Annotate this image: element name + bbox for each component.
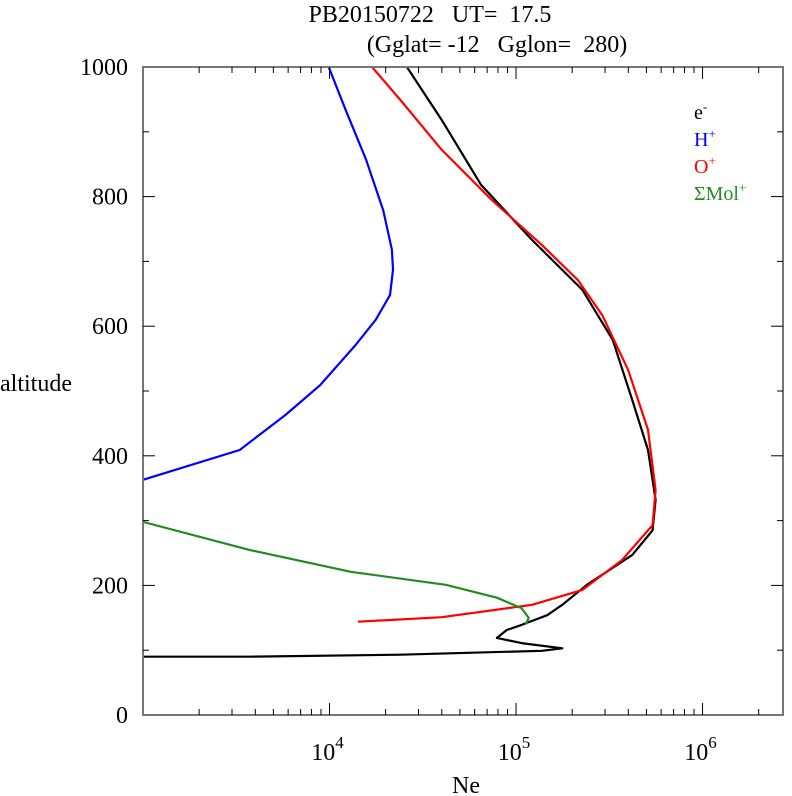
legend-entry-2: O+ xyxy=(694,153,716,178)
series-line-1 xyxy=(143,67,395,481)
legend-superscript: + xyxy=(739,180,746,195)
legend-label: H xyxy=(694,129,708,151)
x-tick-label: 106 xyxy=(684,733,717,766)
chart-title-line1: PB20150722 UT= 17.5 xyxy=(309,2,552,28)
x-tick-label-base: 10 xyxy=(498,740,522,766)
x-tick-label-exponent: 5 xyxy=(522,733,531,752)
y-tick-label: 400 xyxy=(92,444,128,470)
series-line-2 xyxy=(357,67,657,623)
legend-entry-3: ΣMol+ xyxy=(694,180,746,205)
y-tick-label: 600 xyxy=(92,314,128,340)
y-tick-label: 0 xyxy=(116,703,128,729)
x-tick-label-base: 10 xyxy=(684,740,708,766)
y-tick-label: 800 xyxy=(92,185,128,211)
plot-frame xyxy=(142,66,784,716)
x-tick-label-exponent: 4 xyxy=(335,733,344,752)
x-tick-label: 104 xyxy=(311,733,344,766)
x-tick-label-base: 10 xyxy=(311,740,335,766)
legend-label: ΣMol xyxy=(694,183,739,205)
series-line-0 xyxy=(143,67,657,658)
ticks-layer xyxy=(143,67,783,715)
x-tick-label: 105 xyxy=(498,733,531,766)
legend-label: O xyxy=(694,156,708,178)
y-tick-label: 1000 xyxy=(80,55,128,81)
y-axis-label: altitude xyxy=(0,371,72,397)
series-layer xyxy=(143,67,657,658)
chart-title-line2: (Gglat= -12 Gglon= 280) xyxy=(367,32,627,58)
legend-entry-0: e- xyxy=(694,99,707,124)
x-tick-label-exponent: 6 xyxy=(708,733,717,752)
legend-label: e xyxy=(694,102,703,124)
legend-superscript: + xyxy=(708,126,715,141)
legend-superscript: + xyxy=(708,153,715,168)
legend-superscript: - xyxy=(703,99,707,114)
legend-entry-1: H+ xyxy=(694,126,716,151)
x-axis-label: Ne xyxy=(452,773,480,796)
y-tick-label: 200 xyxy=(92,573,128,599)
legend: e-H+O+ΣMol+ xyxy=(694,99,746,205)
series-line-3 xyxy=(143,520,530,625)
